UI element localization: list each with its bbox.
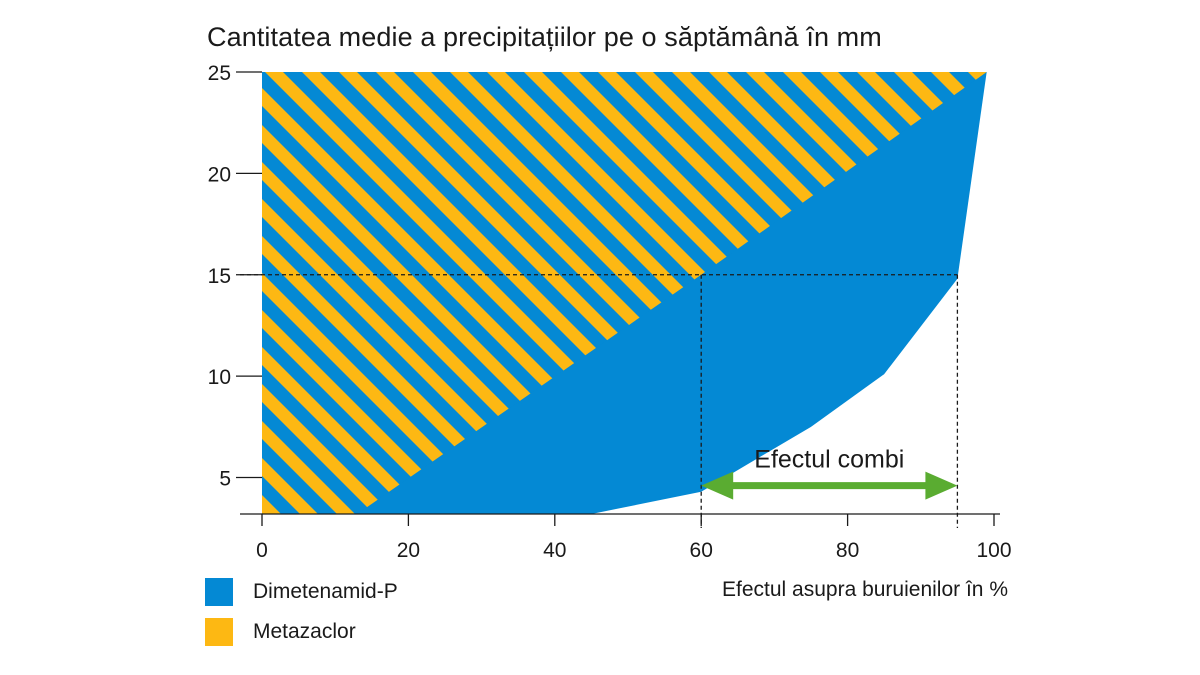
legend-label-metazaclor: Metazaclor (253, 620, 356, 643)
stripe-43 (1153, 72, 1200, 532)
x-axis: 0 20 40 60 80 100 (240, 513, 1012, 562)
stripe-10 (262, 72, 410, 514)
x-tick-label-60: 60 (690, 539, 713, 562)
combi-arrow-head-left (701, 471, 734, 500)
stripe-15 (262, 72, 595, 514)
y-tick-label-20: 20 (208, 163, 231, 186)
x-tick-label-100: 100 (976, 539, 1011, 562)
y-tick-label-10: 10 (208, 366, 231, 389)
x-axis-label: Efectul asupra buruienilor în % (722, 578, 1008, 601)
plot-area (0, 72, 1200, 532)
stripe-41 (1079, 72, 1200, 532)
reference-lines (240, 274, 959, 528)
stripe-3 (0, 72, 151, 532)
stripe-12 (262, 72, 484, 514)
stripe-14 (262, 72, 558, 514)
stripe-4 (0, 72, 188, 532)
x-tick-label-80: 80 (836, 539, 859, 562)
stripe-5 (0, 72, 225, 532)
y-axis: 5 10 15 20 25 (208, 62, 262, 491)
stripe-39 (1005, 72, 1200, 532)
y-tick-label-5: 5 (219, 468, 231, 491)
stripe-11 (262, 72, 447, 514)
stripe-44 (1190, 72, 1200, 532)
combi-arrow-head-right (925, 471, 958, 500)
legend-item-metazaclor: Metazaclor (205, 617, 356, 647)
stripe-13 (262, 72, 521, 514)
x-tick-label-40: 40 (543, 539, 566, 562)
chart-title: Cantitatea medie a precipitațiilor pe o … (207, 22, 882, 52)
stripe-6 (0, 72, 262, 532)
legend-swatch-dimetenamid-p (205, 578, 233, 606)
stripe-0 (0, 72, 40, 532)
legend-item-dimetenamid-p: Dimetenamid-P (205, 577, 398, 607)
x-tick-label-20: 20 (397, 539, 420, 562)
x-tick-label-0: 0 (256, 539, 268, 562)
stripe-7 (262, 72, 299, 514)
stripe-1 (0, 72, 77, 532)
combi-annotation: Efectul combi (701, 446, 958, 500)
stripe-2 (0, 72, 114, 532)
legend-swatch-metazaclor (205, 618, 233, 646)
y-tick-label-25: 25 (208, 62, 231, 85)
stripe-38 (968, 72, 987, 514)
combi-label: Efectul combi (754, 446, 904, 474)
stripe-42 (1116, 72, 1200, 532)
legend-label-dimetenamid-p: Dimetenamid-P (253, 580, 398, 603)
stripe-40 (1042, 72, 1200, 532)
y-tick-label-15: 15 (208, 265, 231, 288)
